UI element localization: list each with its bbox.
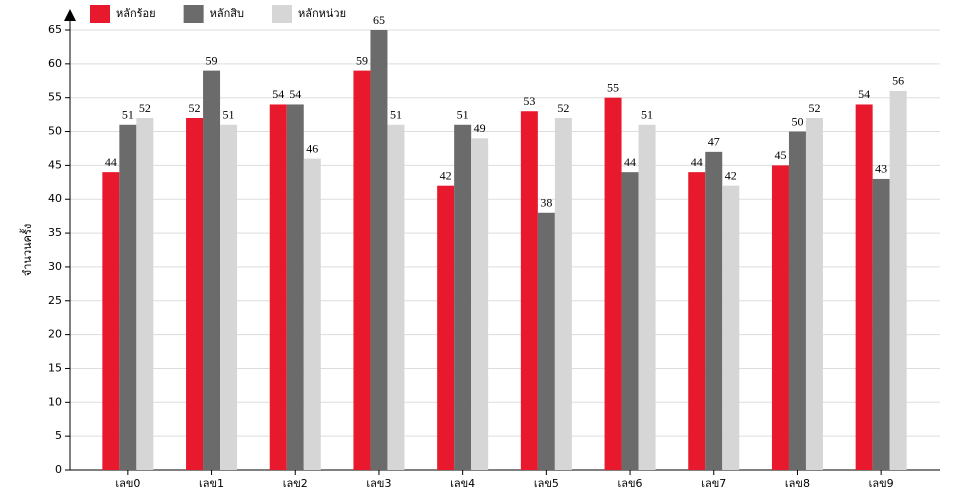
bar: [872, 178, 890, 470]
x-tick-label: เลข8: [785, 477, 810, 490]
value-label: 50: [791, 114, 803, 128]
value-label: 44: [105, 155, 117, 169]
value-label: 42: [725, 168, 737, 182]
bar: [353, 70, 371, 470]
y-tick-label: 20: [48, 328, 62, 341]
value-label: 51: [390, 108, 402, 122]
x-tick-label: เลข7: [701, 477, 726, 490]
bar: [621, 172, 639, 470]
x-tick-label: เลข9: [869, 477, 894, 490]
x-tick-label: เลข3: [366, 477, 391, 490]
legend-label: หลักหน่วย: [298, 7, 346, 20]
value-label: 38: [540, 196, 552, 210]
value-label: 44: [691, 155, 703, 169]
value-label: 52: [557, 101, 569, 115]
legend-label: หลักสิบ: [210, 7, 244, 20]
bar: [286, 104, 304, 470]
bar: [203, 70, 221, 470]
bar: [604, 97, 622, 470]
y-tick-label: 5: [55, 429, 62, 442]
x-tick-label: เลข5: [534, 477, 559, 490]
bar: [855, 104, 873, 470]
legend-swatch: [183, 5, 204, 23]
bar: [136, 118, 154, 470]
bar: [554, 118, 572, 470]
bar: [119, 124, 137, 471]
legend-swatch: [271, 5, 292, 23]
y-tick-label: 15: [48, 361, 62, 374]
bar: [269, 104, 287, 470]
bar: [520, 111, 538, 470]
value-label: 52: [139, 101, 151, 115]
bar: [437, 185, 455, 470]
y-tick-label: 35: [48, 226, 62, 239]
bar: [638, 124, 656, 471]
y-axis-label: จำนวนครั้ง: [19, 224, 34, 276]
value-label: 51: [122, 108, 134, 122]
x-tick-label: เลข4: [450, 477, 475, 490]
value-label: 45: [774, 148, 786, 162]
y-tick-label: 25: [48, 294, 62, 307]
bar: [454, 124, 472, 471]
value-label: 47: [708, 135, 720, 149]
value-label: 59: [206, 53, 218, 67]
bar: [303, 158, 321, 470]
y-tick-label: 65: [48, 23, 62, 36]
legend-label: หลักร้อย: [116, 7, 156, 20]
bar: [805, 118, 823, 470]
bar: [186, 118, 204, 470]
bar: [387, 124, 405, 471]
value-label: 43: [875, 162, 887, 176]
y-tick-label: 60: [48, 57, 62, 70]
bar: [102, 172, 120, 470]
bar: [771, 165, 789, 470]
value-label: 54: [858, 87, 870, 101]
y-tick-label: 10: [48, 395, 62, 408]
value-label: 54: [289, 87, 301, 101]
y-tick-label: 55: [48, 91, 62, 104]
value-label: 53: [523, 94, 535, 108]
y-tick-label: 30: [48, 260, 62, 273]
value-label: 54: [272, 87, 284, 101]
value-label: 55: [607, 80, 619, 94]
y-tick-label: 0: [55, 463, 62, 476]
bar: [688, 172, 706, 470]
bar: [705, 151, 723, 470]
value-label: 52: [189, 101, 201, 115]
value-label: 51: [223, 108, 235, 122]
x-tick-label: เลข0: [115, 477, 140, 490]
bar: [370, 30, 388, 470]
value-label: 49: [474, 121, 486, 135]
y-tick-label: 45: [48, 158, 62, 171]
y-tick-label: 40: [48, 192, 62, 205]
x-tick-label: เลข2: [283, 477, 308, 490]
bar: [788, 131, 806, 471]
bar: [220, 124, 238, 471]
value-label: 42: [440, 168, 452, 182]
value-label: 46: [306, 141, 318, 155]
value-label: 44: [624, 155, 636, 169]
value-label: 65: [373, 13, 385, 27]
x-tick-label: เลข1: [199, 477, 224, 490]
value-label: 56: [892, 74, 904, 88]
y-axis-arrow: [64, 9, 76, 21]
value-label: 59: [356, 53, 368, 67]
bar: [471, 138, 489, 471]
bar: [889, 90, 907, 470]
bar: [722, 185, 740, 470]
legend-swatch: [90, 5, 110, 23]
value-label: 51: [641, 108, 653, 122]
value-label: 52: [808, 101, 820, 115]
y-tick-label: 50: [48, 125, 62, 138]
value-label: 51: [457, 108, 469, 122]
bar: [537, 212, 555, 470]
x-tick-label: เลข6: [618, 477, 643, 490]
